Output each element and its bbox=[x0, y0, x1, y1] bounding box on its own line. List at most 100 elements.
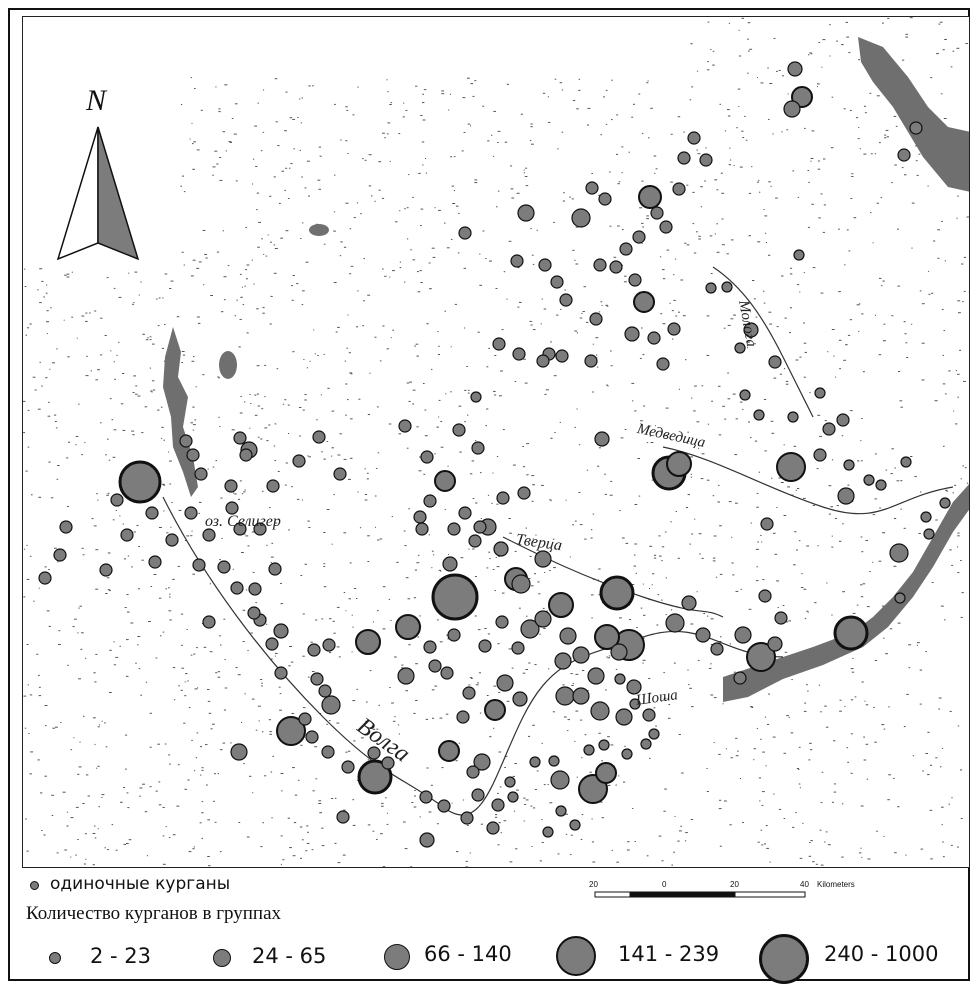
stream-dot bbox=[331, 447, 334, 449]
stream-dot bbox=[506, 700, 510, 702]
kurgan-site bbox=[420, 450, 434, 464]
stream-dot bbox=[105, 746, 108, 748]
kurgan-site bbox=[753, 409, 765, 421]
stream-dot bbox=[328, 652, 332, 654]
stream-dot bbox=[93, 672, 96, 674]
stream-dot bbox=[339, 433, 342, 435]
stream-dot bbox=[398, 433, 402, 435]
legend-single-label: одиночные курганы bbox=[50, 874, 231, 894]
stream-dot bbox=[227, 265, 230, 267]
stream-dot bbox=[111, 824, 114, 826]
stream-dot bbox=[254, 394, 257, 396]
stream-dot bbox=[716, 251, 720, 253]
stream-dot bbox=[538, 593, 541, 595]
stream-dot bbox=[819, 829, 822, 831]
stream-dot bbox=[451, 802, 453, 804]
stream-dot bbox=[870, 212, 872, 214]
stream-dot bbox=[836, 505, 839, 507]
stream-dot bbox=[381, 805, 384, 807]
stream-dot bbox=[364, 499, 368, 501]
stream-dot bbox=[472, 548, 475, 550]
stream-dot bbox=[886, 136, 889, 138]
stream-dot bbox=[318, 800, 322, 802]
stream-dot bbox=[352, 114, 355, 116]
kurgan-site bbox=[217, 560, 231, 574]
stream-dot bbox=[486, 408, 489, 410]
stream-dot bbox=[583, 286, 586, 288]
kurgan-site bbox=[875, 479, 887, 491]
stream-dot bbox=[718, 434, 722, 436]
stream-dot bbox=[624, 429, 627, 430]
stream-dot bbox=[456, 851, 459, 853]
stream-dot bbox=[77, 839, 79, 840]
stream-dot bbox=[962, 465, 964, 467]
stream-dot bbox=[48, 625, 51, 627]
stream-dot bbox=[482, 230, 485, 232]
stream-dot bbox=[292, 767, 295, 769]
stream-dot bbox=[244, 489, 246, 491]
stream-dot bbox=[128, 839, 132, 841]
stream-dot bbox=[643, 614, 646, 616]
stream-dot bbox=[357, 491, 359, 493]
stream-dot bbox=[401, 667, 404, 669]
stream-dot bbox=[919, 290, 922, 292]
stream-dot bbox=[785, 621, 789, 623]
kurgan-site bbox=[398, 419, 412, 433]
stream-dot bbox=[149, 786, 152, 788]
kurgan-site bbox=[594, 624, 620, 650]
stream-dot bbox=[323, 586, 327, 588]
kurgan-site bbox=[53, 548, 67, 562]
stream-dot bbox=[747, 347, 749, 349]
stream-dot bbox=[282, 859, 285, 861]
stream-dot bbox=[406, 382, 410, 384]
stream-dot bbox=[684, 242, 687, 244]
stream-dot bbox=[649, 588, 651, 589]
stream-dot bbox=[309, 360, 311, 362]
stream-dot bbox=[37, 289, 39, 291]
stream-dot bbox=[260, 679, 263, 680]
stream-dot bbox=[133, 531, 136, 533]
stream-dot bbox=[267, 234, 269, 236]
stream-dot bbox=[921, 342, 925, 344]
scale-tick-1: 20 bbox=[589, 880, 598, 889]
stream-dot bbox=[760, 535, 762, 536]
stream-dot bbox=[180, 104, 183, 105]
stream-dot bbox=[219, 426, 221, 427]
stream-dot bbox=[459, 451, 462, 453]
stream-dot bbox=[353, 588, 357, 589]
stream-dot bbox=[145, 339, 149, 341]
stream-dot bbox=[643, 637, 645, 639]
stream-dot bbox=[953, 410, 955, 412]
stream-dot bbox=[641, 243, 643, 245]
stream-dot bbox=[553, 375, 557, 377]
stream-dot bbox=[269, 733, 272, 735]
stream-dot bbox=[817, 545, 819, 547]
stream-dot bbox=[719, 845, 722, 847]
stream-dot bbox=[804, 618, 807, 620]
stream-dot bbox=[414, 569, 417, 571]
stream-dot bbox=[689, 99, 692, 101]
stream-dot bbox=[241, 552, 244, 553]
stream-dot bbox=[40, 792, 43, 794]
stream-dot bbox=[149, 746, 152, 748]
stream-dot bbox=[828, 485, 832, 487]
stream-dot bbox=[809, 842, 811, 843]
stream-dot bbox=[423, 89, 427, 91]
stream-dot bbox=[96, 493, 98, 495]
stream-dot bbox=[493, 727, 495, 729]
stream-dot bbox=[222, 230, 224, 232]
stream-dot bbox=[492, 569, 495, 570]
stream-dot bbox=[905, 854, 907, 856]
stream-dot bbox=[153, 574, 157, 575]
kurgan-site bbox=[466, 765, 480, 779]
stream-dot bbox=[290, 661, 294, 663]
stream-dot bbox=[315, 778, 318, 780]
stream-dot bbox=[95, 379, 98, 381]
stream-dot bbox=[208, 712, 212, 714]
stream-dot bbox=[369, 372, 371, 374]
stream-dot bbox=[631, 116, 634, 118]
stream-dot bbox=[344, 360, 346, 362]
stream-dot bbox=[703, 613, 705, 614]
stream-dot bbox=[944, 393, 947, 395]
stream-dot bbox=[431, 567, 433, 569]
